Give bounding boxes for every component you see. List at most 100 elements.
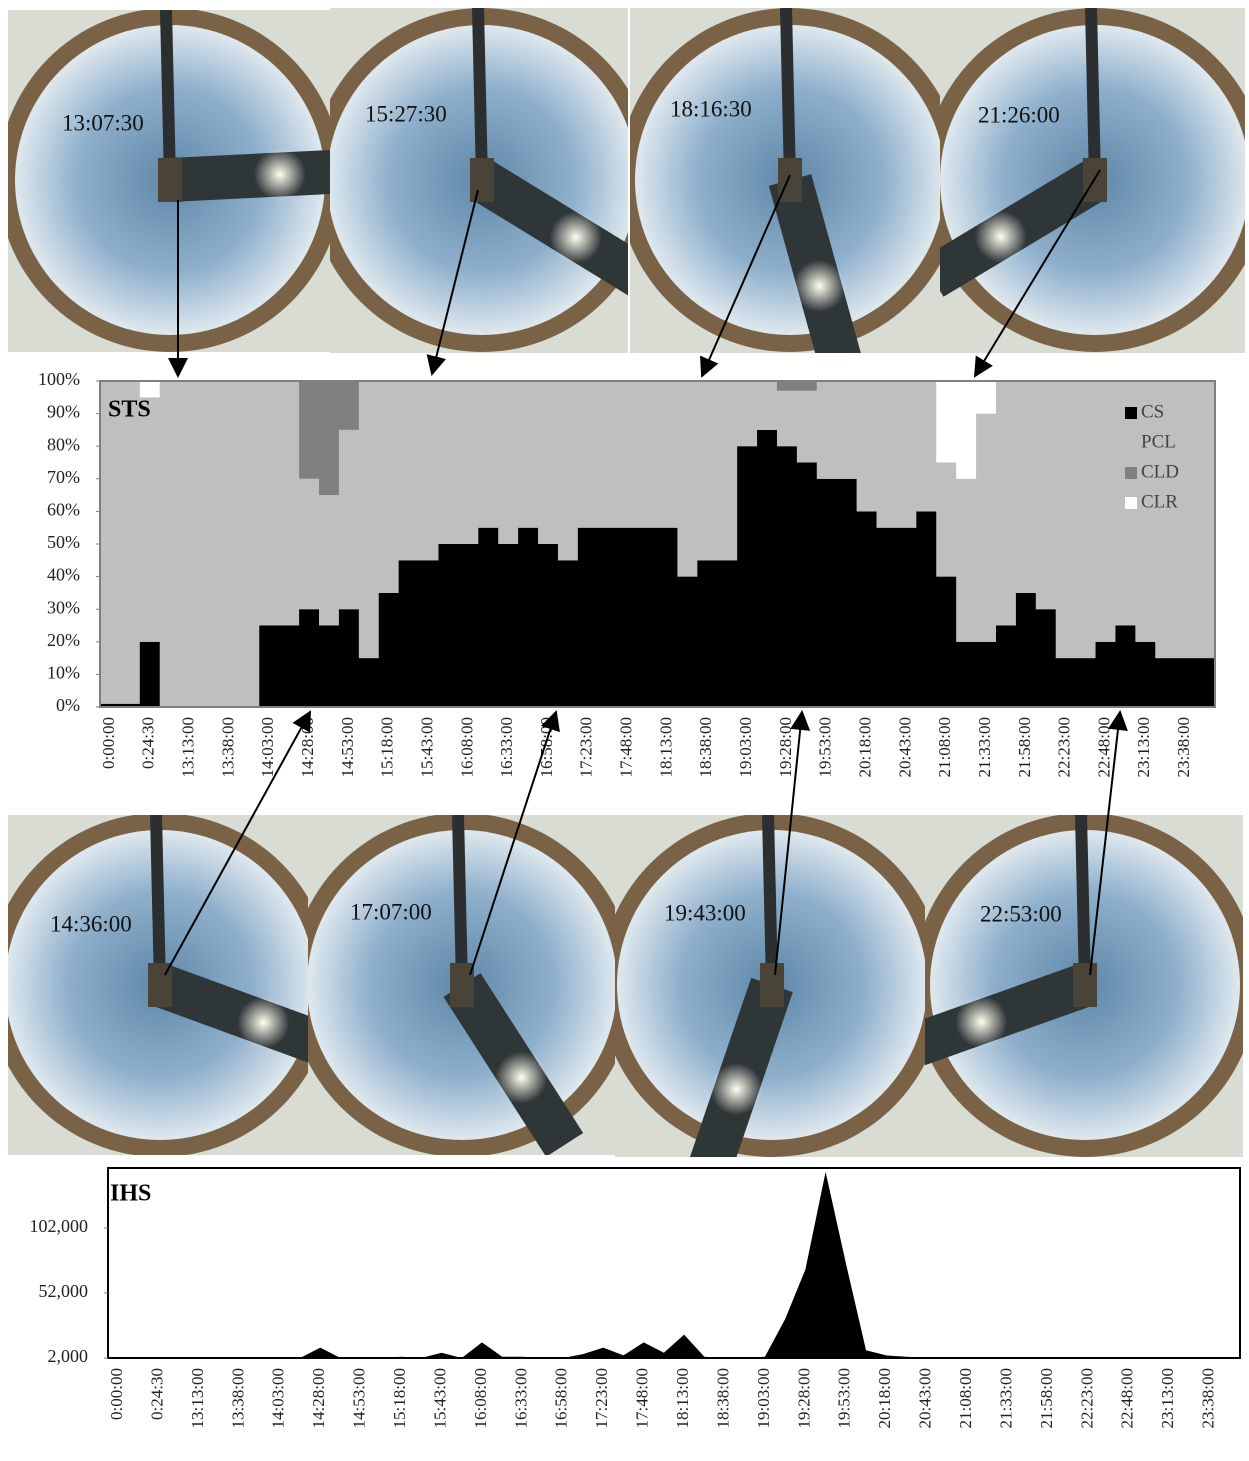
legend-label: PCL [1141, 431, 1176, 452]
photo-content [310, 8, 654, 353]
bar-segment [140, 642, 160, 707]
x-tick-label: 15:43:00 [430, 1368, 449, 1428]
bar-segment [996, 381, 1016, 626]
x-tick-label: 0:00:00 [99, 717, 118, 769]
x-tick-label: 20:18:00 [855, 717, 874, 777]
bar-segment [538, 544, 558, 707]
sky-photo: 17:07:00 [290, 813, 634, 1157]
x-tick-label: 21:08:00 [935, 717, 954, 777]
bar-segment [717, 560, 737, 707]
bar-segment [200, 381, 220, 707]
x-tick-label: 21:33:00 [996, 1368, 1015, 1428]
x-tick-label: 20:43:00 [916, 1368, 935, 1428]
pole [786, 8, 790, 180]
bar-segment [239, 381, 259, 707]
x-tick-label: 19:28:00 [776, 717, 795, 777]
bar-segment [379, 381, 399, 593]
bar-segment [458, 381, 478, 544]
sky-photo: 22:53:00 [906, 813, 1249, 1157]
x-tick-label: 19:03:00 [754, 1368, 773, 1428]
bar-segment [956, 381, 976, 479]
sun [550, 211, 602, 263]
sky-photo: 14:36:00 [0, 813, 338, 1157]
bar-segment [478, 381, 498, 528]
bar-segment [1016, 381, 1036, 593]
x-tick-label: 16:33:00 [497, 717, 516, 777]
pole [166, 10, 170, 180]
bar-segment [956, 642, 976, 707]
sky-photo: 13:07:30 [0, 8, 360, 352]
bar-segment [837, 381, 857, 479]
bar-segment [518, 381, 538, 528]
legend-swatch [1125, 467, 1137, 479]
bar-segment [717, 381, 737, 560]
bar-segment [877, 381, 897, 528]
photo-time: 13:07:30 [62, 110, 144, 135]
bar-segment [797, 381, 817, 391]
bar-segment [100, 381, 120, 704]
bar-segment [160, 381, 180, 707]
x-tick-label: 16:08:00 [457, 717, 476, 777]
bar-segment [498, 544, 518, 707]
bar-segment [857, 511, 877, 707]
photo-content [290, 813, 634, 1157]
photo-content [600, 813, 944, 1165]
photo-content [906, 813, 1249, 1157]
bar-segment [1076, 381, 1096, 658]
bar-segment [1115, 626, 1135, 708]
bar-segment [1056, 658, 1076, 707]
bar-segment [777, 391, 797, 446]
x-tick-label: 17:48:00 [633, 1368, 652, 1428]
y-tick-label: 60% [47, 500, 80, 520]
x-tick-label: 18:13:00 [656, 717, 675, 777]
y-tick-label: 80% [47, 434, 80, 454]
legend-swatch [1125, 407, 1137, 419]
bar-segment [299, 609, 319, 707]
y-tick-label: 50% [47, 532, 80, 552]
y-tick-label: 100% [38, 369, 80, 389]
y-tick-label: 2,000 [48, 1346, 89, 1366]
sun [237, 997, 289, 1049]
bar-segment [1135, 642, 1155, 707]
x-tick-label: 14:03:00 [258, 717, 277, 777]
bar-segment [817, 381, 837, 479]
bar-segment [1155, 658, 1175, 707]
bar-segment [976, 642, 996, 707]
bar-segment [757, 381, 777, 430]
y-tick-label: 70% [47, 467, 80, 487]
x-tick-label: 22:48:00 [1118, 1368, 1137, 1428]
pole [458, 815, 462, 985]
pole [478, 8, 482, 180]
x-tick-label: 14:28:00 [298, 717, 317, 777]
mount [470, 158, 494, 202]
bar-segment [757, 430, 777, 707]
bar-segment [1096, 642, 1116, 707]
bar-segment [319, 495, 339, 625]
bar-segment [658, 528, 678, 707]
legend-label: CLR [1141, 491, 1178, 512]
bar-segment [1175, 381, 1195, 658]
sun [710, 1063, 762, 1115]
y-tick-label: 52,000 [39, 1281, 89, 1301]
x-tick-label: 21:33:00 [975, 717, 994, 777]
bar-segment [896, 381, 916, 528]
x-tick-label: 18:38:00 [696, 717, 715, 777]
bar-segment [956, 479, 976, 642]
x-tick-label: 18:38:00 [713, 1368, 732, 1428]
chart-title: IHS [110, 1181, 151, 1207]
x-tick-label: 19:03:00 [736, 717, 755, 777]
legend-swatch [1125, 437, 1137, 449]
bar-segment [578, 381, 598, 528]
bar-segment [399, 381, 419, 560]
x-tick-label: 13:13:00 [188, 1368, 207, 1428]
photo-time: 14:36:00 [50, 911, 132, 936]
x-tick-label: 19:53:00 [835, 1368, 854, 1428]
photo-content [923, 8, 1249, 353]
bar-segment [1195, 658, 1215, 707]
bar-segment [598, 381, 618, 528]
x-tick-label: 20:18:00 [875, 1368, 894, 1428]
bar-segment [797, 463, 817, 708]
x-tick-label: 16:08:00 [471, 1368, 490, 1428]
bar-segment [837, 479, 857, 707]
bar-segment [1056, 381, 1076, 658]
